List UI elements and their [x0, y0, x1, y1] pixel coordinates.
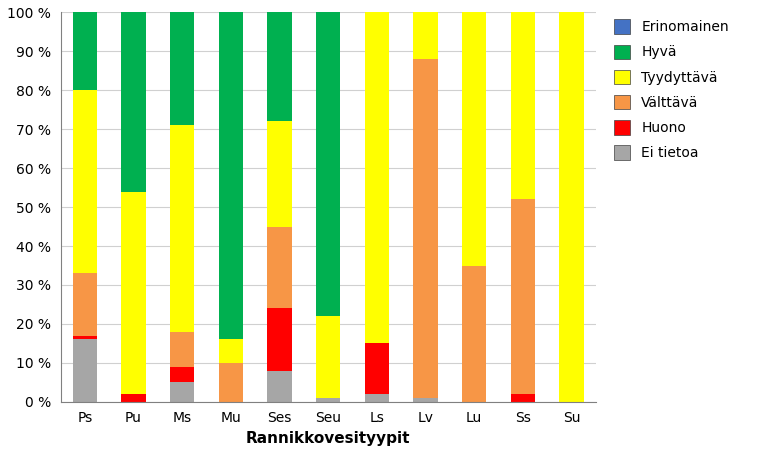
Bar — [364, 12, 389, 343]
Bar — [267, 308, 292, 371]
Bar — [364, 343, 389, 394]
Bar — [170, 125, 194, 332]
Bar — [170, 12, 194, 125]
Bar — [462, 12, 487, 265]
Bar — [511, 394, 535, 402]
Bar — [170, 382, 194, 402]
Bar — [413, 59, 438, 398]
Bar — [73, 90, 97, 273]
Bar — [170, 332, 194, 367]
Bar — [267, 226, 292, 308]
Bar — [121, 394, 146, 402]
Bar — [316, 398, 341, 402]
Bar — [121, 12, 146, 192]
Bar — [267, 12, 292, 121]
Bar — [559, 12, 584, 402]
Bar — [364, 394, 389, 402]
Bar — [219, 12, 243, 339]
Bar — [73, 12, 97, 90]
Bar — [219, 363, 243, 402]
X-axis label: Rannikkovesityypit: Rannikkovesityypit — [246, 431, 410, 446]
Bar — [170, 367, 194, 382]
Legend: Erinomainen, Hyvä, Tyydyttävä, Välttävä, Huono, Ei tietoa: Erinomainen, Hyvä, Tyydyttävä, Välttävä,… — [613, 19, 729, 160]
Bar — [511, 199, 535, 394]
Bar — [73, 336, 97, 339]
Bar — [413, 12, 438, 59]
Bar — [267, 121, 292, 226]
Bar — [316, 316, 341, 398]
Bar — [219, 339, 243, 363]
Bar — [462, 265, 487, 402]
Bar — [121, 192, 146, 394]
Bar — [73, 339, 97, 402]
Bar — [73, 273, 97, 336]
Bar — [511, 12, 535, 199]
Bar — [316, 12, 341, 316]
Bar — [413, 398, 438, 402]
Bar — [267, 371, 292, 402]
